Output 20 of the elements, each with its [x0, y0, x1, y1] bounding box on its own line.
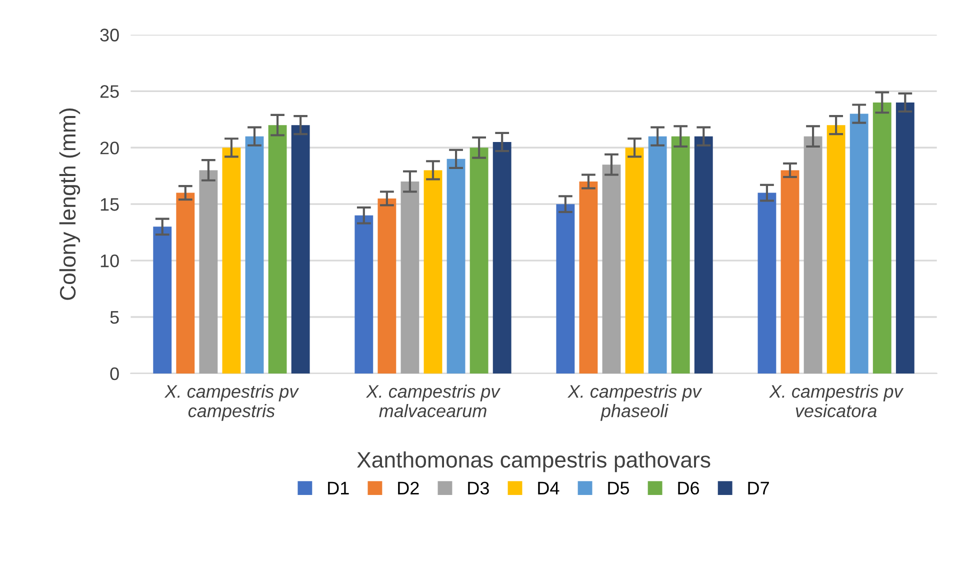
y-tick-label: 25: [100, 85, 119, 98]
legend-label: D5: [608, 482, 630, 495]
y-tick-label: 10: [100, 254, 119, 268]
legend-label: D2: [398, 482, 419, 494]
legend-label: D1: [328, 482, 349, 494]
x-tick-label: X. campestris pv vesicatora: [768, 384, 904, 418]
legend-label: D7: [748, 482, 769, 494]
y-tick-label: 20: [100, 142, 119, 154]
x-tick-label: X. campestris pv phaseoli: [567, 384, 702, 421]
y-tick-label: 15: [100, 198, 119, 211]
x-axis-title: Xanthomonas campestris pathovars: [357, 451, 710, 472]
legend-label: D4: [538, 482, 560, 494]
y-axis-title: Colony length (mm): [59, 108, 80, 300]
legend-label: D3: [468, 482, 489, 495]
x-tick-label: X. campestris pv malvacearum: [366, 384, 501, 418]
x-tick-label: X. campestris pv campestris: [164, 384, 300, 421]
y-tick-label: 5: [110, 311, 119, 324]
legend-label: D6: [678, 482, 700, 495]
y-tick-label: 0: [110, 367, 119, 380]
y-tick-label: 30: [100, 28, 119, 42]
